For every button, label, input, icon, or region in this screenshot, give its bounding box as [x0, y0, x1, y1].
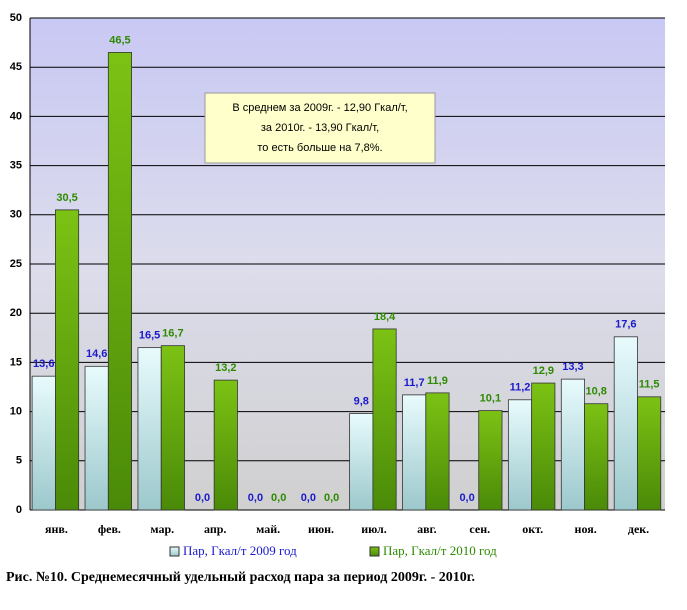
bar — [637, 396, 662, 511]
y-tick-label: 35 — [10, 160, 22, 172]
bar — [160, 345, 185, 511]
bar — [402, 394, 427, 511]
bar — [349, 413, 374, 511]
data-label: 0,0 — [301, 492, 316, 504]
x-tick-label: янв. — [45, 522, 68, 536]
y-tick-label: 5 — [16, 455, 22, 467]
data-label: 17,6 — [615, 319, 636, 331]
legend-label: Пар, Гкал/т 2010 год — [383, 543, 497, 558]
data-label: 9,8 — [354, 395, 369, 407]
data-label: 0,0 — [271, 492, 286, 504]
y-tick-label: 40 — [10, 110, 22, 122]
bar — [137, 347, 162, 511]
bar — [425, 392, 450, 511]
data-label: 13,2 — [215, 362, 236, 374]
x-tick-label: июл. — [361, 522, 387, 536]
y-tick-label: 20 — [10, 307, 22, 319]
data-label: 18,4 — [374, 311, 396, 323]
bar — [107, 52, 132, 511]
data-label: 13,3 — [562, 361, 583, 373]
x-tick-label: окт. — [522, 522, 543, 536]
y-tick-label: 15 — [10, 356, 22, 368]
y-tick-label: 0 — [16, 504, 22, 516]
data-label: 11,5 — [639, 379, 660, 391]
bar — [584, 403, 609, 511]
x-tick-label: ноя. — [575, 522, 597, 536]
x-tick-label: авг. — [417, 522, 437, 536]
bar — [31, 375, 56, 511]
x-tick-label: июн. — [308, 522, 334, 536]
bar — [560, 378, 585, 511]
data-label: 14,6 — [86, 348, 107, 360]
bar — [613, 336, 638, 511]
x-tick-label: фев. — [98, 522, 121, 536]
bar — [372, 328, 397, 511]
data-label: 0,0 — [195, 492, 210, 504]
data-label: 16,7 — [162, 328, 183, 340]
x-tick-label: май. — [256, 522, 280, 536]
bar — [213, 379, 238, 511]
x-tick-label: сен. — [469, 522, 490, 536]
bar — [507, 399, 533, 511]
bar — [84, 365, 109, 511]
bar — [478, 410, 503, 511]
data-label: 16,5 — [139, 330, 160, 342]
y-tick-label: 10 — [10, 406, 22, 418]
data-label: 0,0 — [324, 492, 339, 504]
x-tick-label: дек. — [628, 522, 649, 536]
legend-swatch — [369, 546, 380, 557]
data-label: 10,8 — [585, 386, 606, 398]
annotation: за 2010г. - 13,90 Гкал/т, — [261, 122, 379, 134]
y-tick-label: 45 — [10, 61, 22, 73]
data-label: 0,0 — [248, 492, 263, 504]
data-label: 11,2 — [510, 382, 531, 394]
data-label: 12,9 — [533, 365, 554, 377]
annotation: В среднем за 2009г. - 12,90 Гкал/т, — [232, 102, 407, 114]
data-label: 46,5 — [109, 34, 130, 46]
bar — [55, 209, 80, 511]
annotation-box — [204, 92, 436, 164]
y-tick-label: 30 — [10, 209, 22, 221]
data-label: 10,1 — [480, 393, 501, 405]
data-label: 11,9 — [427, 375, 448, 387]
annotation: то есть больше на 7,8%. — [257, 142, 382, 154]
y-tick-label: 25 — [10, 258, 22, 270]
data-label: 0,0 — [459, 492, 474, 504]
caption: Рис. №10. Среднемесячный удельный расход… — [6, 570, 475, 585]
legend-label: Пар, Гкал/т 2009 год — [183, 543, 297, 558]
data-label: 30,5 — [56, 192, 77, 204]
y-tick-label: 50 — [10, 12, 22, 24]
bar — [531, 382, 556, 511]
data-label: 11,7 — [404, 377, 425, 389]
legend-swatch — [169, 546, 180, 557]
x-tick-label: апр. — [204, 522, 226, 536]
x-tick-label: мар. — [150, 522, 174, 536]
data-label: 13,6 — [33, 358, 54, 370]
